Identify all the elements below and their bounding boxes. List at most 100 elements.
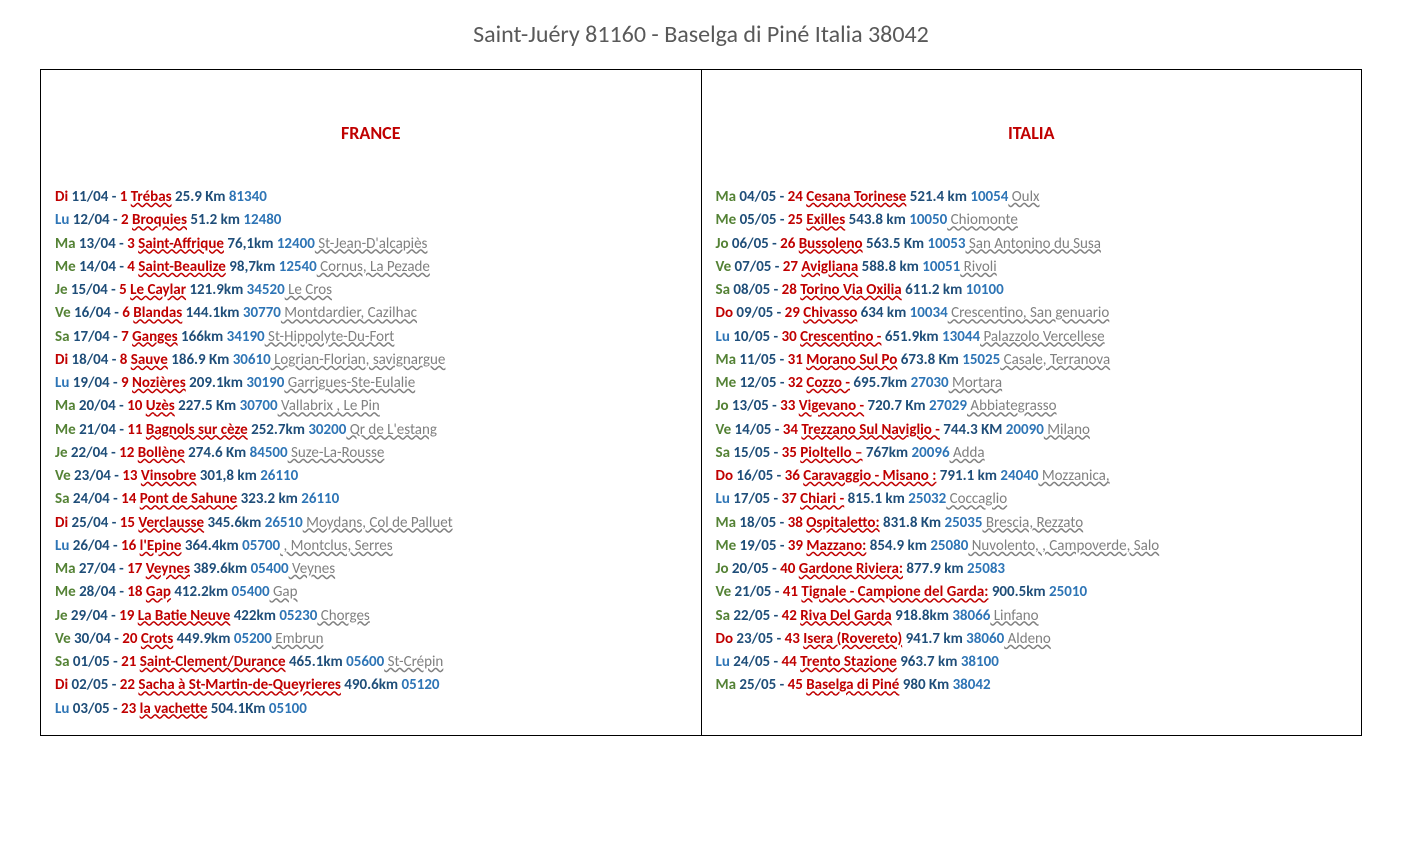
distance: 611.2 km <box>905 281 966 299</box>
postal-code: 05400 <box>232 583 270 601</box>
distance: 389.6km <box>193 560 250 578</box>
day-abbr: Do <box>716 630 737 648</box>
separator: - <box>116 421 127 439</box>
date: 21/04 <box>79 421 116 439</box>
distance: 98,7km <box>229 258 278 276</box>
separator: - <box>776 351 787 369</box>
postal-code: 25035 <box>944 514 982 532</box>
page-title: Saint-Juéry 81160 - Baselga di Piné Ital… <box>0 0 1402 59</box>
day-abbr: Me <box>55 421 79 439</box>
distance: 941.7 km <box>906 630 967 648</box>
stage-number: 6 <box>122 304 133 322</box>
postal-code: 38100 <box>961 653 999 671</box>
waypoint-note: Casale, Terranova <box>1000 351 1110 369</box>
day-abbr: Ma <box>716 676 740 694</box>
separator: - <box>110 328 121 346</box>
waypoint-note: Milano <box>1044 421 1090 439</box>
postal-code: 38060 <box>966 630 1004 648</box>
distance: 563.5 Km <box>866 235 927 253</box>
separator: - <box>776 537 787 555</box>
distance: 815.1 km <box>848 490 909 508</box>
stage-number: 19 <box>119 607 138 625</box>
location: Cesana Torinese <box>806 188 906 206</box>
day-abbr: Ma <box>55 397 79 415</box>
postal-code: 25010 <box>1049 583 1087 601</box>
separator: - <box>771 258 782 276</box>
distance: 767km <box>866 444 912 462</box>
date: 16/04 <box>74 304 111 322</box>
postal-code: 34190 <box>227 328 265 346</box>
france-row: Ma 27/04 - 17 Veynes 389.6km 05400 Veyne… <box>55 558 687 581</box>
day-abbr: Ma <box>716 188 740 206</box>
day-abbr: Je <box>55 444 71 462</box>
date: 15/04 <box>71 281 108 299</box>
postal-code: 24040 <box>1000 467 1038 485</box>
stage-number: 15 <box>120 514 139 532</box>
location: Trezzano Sul Naviglio - <box>801 421 939 439</box>
france-row: Je 29/04 - 19 La Batie Neuve 422km 05230… <box>55 605 687 628</box>
location: Saint-Beaulize <box>138 258 226 276</box>
location: Blandas <box>133 304 182 322</box>
day-abbr: Sa <box>716 607 734 625</box>
separator: - <box>116 397 127 415</box>
distance: 144.1km <box>186 304 243 322</box>
italia-row: Sa 15/05 - 35 Pioltello – 767km 20096 Ad… <box>716 442 1348 465</box>
location: Cozzo - <box>806 374 850 392</box>
stage-number: 20 <box>122 630 141 648</box>
postal-code: 81340 <box>229 188 267 206</box>
france-row: Lu 12/04 - 2 Broquies 51.2 km 12480 <box>55 209 687 232</box>
postal-code: 25032 <box>908 490 946 508</box>
date: 12/04 <box>73 211 110 229</box>
distance: 651.9km <box>885 328 942 346</box>
separator: - <box>773 630 784 648</box>
postal-code: 10054 <box>970 188 1008 206</box>
location: Gap <box>146 583 171 601</box>
stage-number: 30 <box>782 328 801 346</box>
day-abbr: Je <box>55 281 71 299</box>
italia-rows: Ma 04/05 - 24 Cesana Torinese 521.4 km 1… <box>716 186 1348 698</box>
waypoint-note: Embrun <box>272 630 324 648</box>
distance: 963.7 km <box>900 653 961 671</box>
waypoint-note: Rivoli <box>960 258 996 276</box>
france-row: Lu 03/05 - 23 la vachette 504.1Km 05100 <box>55 698 687 721</box>
date: 18/04 <box>72 351 109 369</box>
date: 06/05 <box>732 235 769 253</box>
distance: 980 Km <box>903 676 953 694</box>
date: 20/04 <box>79 397 116 415</box>
distance: 301,8 km <box>200 467 260 485</box>
day-abbr: Di <box>55 351 72 369</box>
waypoint-note: Qr de L'estang <box>346 421 437 439</box>
waypoint-note: Gap <box>270 583 298 601</box>
italia-row: Do 09/05 - 29 Chivasso 634 km 10034 Cres… <box>716 302 1348 325</box>
postal-code: 05200 <box>234 630 272 648</box>
france-row: Me 28/04 - 18 Gap 412.2km 05400 Gap <box>55 581 687 604</box>
separator: - <box>770 607 781 625</box>
day-abbr: Sa <box>716 281 734 299</box>
date: 19/04 <box>73 374 110 392</box>
stage-number: 9 <box>121 374 132 392</box>
waypoint-note: Logrian-Florian, savignargue <box>271 351 446 369</box>
stage-number: 24 <box>788 188 807 206</box>
italia-row: Ve 21/05 - 41 Tignale - Campione del Gar… <box>716 581 1348 604</box>
waypoint-note: Adda <box>950 444 985 462</box>
stage-number: 3 <box>127 235 138 253</box>
distance: 854.9 km <box>870 537 931 555</box>
date: 30/04 <box>74 630 111 648</box>
waypoint-note: Suze-La-Rousse <box>288 444 385 462</box>
day-abbr: Ve <box>716 258 735 276</box>
date: 27/04 <box>79 560 116 578</box>
waypoint-note: Chiomonte <box>947 211 1018 229</box>
date: 10/05 <box>733 328 770 346</box>
day-abbr: Sa <box>716 444 734 462</box>
stage-number: 25 <box>788 211 807 229</box>
distance: 323.2 km <box>241 490 302 508</box>
stage-number: 39 <box>788 537 807 555</box>
waypoint-note: Abbiategrasso <box>967 397 1056 415</box>
date: 09/05 <box>736 304 773 322</box>
stage-number: 36 <box>785 467 804 485</box>
location: Exilles <box>806 211 845 229</box>
location: Saint-Affrique <box>138 235 224 253</box>
postal-code: 13044 <box>942 328 980 346</box>
location: Ospitaletto: <box>806 514 879 532</box>
postal-code: 26110 <box>301 490 339 508</box>
